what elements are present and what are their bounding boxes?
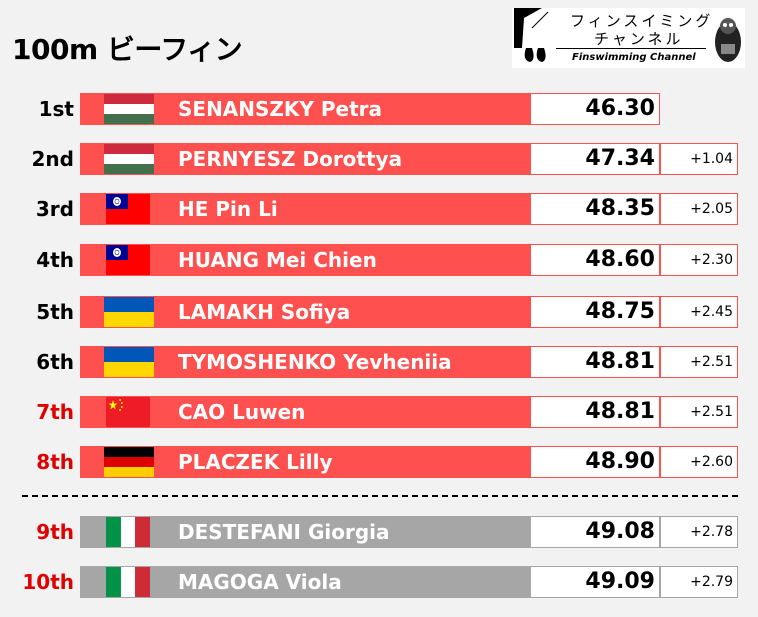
germany-flag-icon: [104, 447, 154, 477]
time-gap: +2.79: [660, 566, 738, 598]
finish-time: 48.35: [530, 193, 660, 225]
ukraine-flag-icon: [104, 297, 154, 327]
logo-subtitle: Finswimming Channel: [572, 52, 696, 63]
athlete-bar: CAO Luwen: [80, 396, 530, 428]
finish-time: 48.60: [530, 244, 660, 276]
finish-time: 48.75: [530, 296, 660, 328]
athlete-bar: LAMAKH Sofiya: [80, 296, 530, 328]
result-row: 6th TYMOSHENKO Yevheniia 48.81 +2.51: [0, 346, 758, 378]
athlete-name: HUANG Mei Chien: [178, 248, 377, 272]
logo-line-2: チャンネル: [594, 30, 684, 48]
athlete-bar: MAGOGA Viola: [80, 566, 530, 598]
rank-label: 1st: [38, 97, 74, 121]
logo-divider: [556, 48, 706, 49]
athlete-bar: PLACZEK Lilly: [80, 446, 530, 478]
logo-line-1: フィンスイミング: [570, 12, 714, 30]
athlete-name: MAGOGA Viola: [178, 570, 342, 594]
athlete-name: PERNYESZ Dorottya: [178, 147, 403, 171]
mascot-figure-icon: [715, 18, 741, 62]
finish-time: 48.90: [530, 446, 660, 478]
finish-time: 48.81: [530, 346, 660, 378]
result-row: 5th LAMAKH Sofiya 48.75 +2.45: [0, 296, 758, 328]
athlete-bar: PERNYESZ Dorottya: [80, 143, 530, 175]
athlete-bar: HUANG Mei Chien: [80, 244, 530, 276]
athlete-name: SENANSZKY Petra: [178, 97, 383, 121]
time-gap: +2.30: [660, 244, 738, 276]
finish-time: 47.34: [530, 143, 660, 175]
swimmer-figure-icon: [514, 8, 549, 62]
result-row: 4th HUANG Mei Chien 48.60 +2.30: [0, 244, 758, 276]
italy-flag-icon: [106, 517, 150, 547]
taiwan-flag-icon: [106, 194, 150, 224]
athlete-bar: TYMOSHENKO Yevheniia: [80, 346, 530, 378]
hungary-flag-icon: [104, 94, 154, 124]
time-gap: +2.51: [660, 396, 738, 428]
time-gap: +2.78: [660, 516, 738, 548]
result-row: 7th CAO Luwen 48.81 +2.51: [0, 396, 758, 428]
time-gap: +2.51: [660, 346, 738, 378]
athlete-name: PLACZEK Lilly: [178, 450, 333, 474]
result-row: 10th MAGOGA Viola 49.09 +2.79: [0, 566, 758, 598]
time-gap: +1.04: [660, 143, 738, 175]
taiwan-flag-icon: [106, 245, 150, 275]
athlete-name: LAMAKH Sofiya: [178, 300, 351, 324]
hungary-flag-icon: [104, 144, 154, 174]
finish-time: 48.81: [530, 396, 660, 428]
finish-time: 49.09: [530, 566, 660, 598]
finish-time: 46.30: [530, 93, 660, 125]
athlete-name: TYMOSHENKO Yevheniia: [178, 350, 452, 374]
result-row: 8th PLACZEK Lilly 48.90 +2.60: [0, 446, 758, 478]
ukraine-flag-icon: [104, 347, 154, 377]
rank-label: 8th: [36, 450, 74, 474]
time-gap: +2.60: [660, 446, 738, 478]
athlete-name: CAO Luwen: [178, 400, 306, 424]
qualification-divider: [22, 495, 738, 497]
time-gap: +2.05: [660, 193, 738, 225]
channel-logo: フィンスイミング チャンネル Finswimming Channel: [512, 8, 745, 68]
athlete-bar: DESTEFANI Giorgia: [80, 516, 530, 548]
rank-label: 4th: [36, 248, 74, 272]
rank-label: 6th: [36, 350, 74, 374]
rank-label: 10th: [22, 570, 74, 594]
athlete-name: DESTEFANI Giorgia: [178, 520, 390, 544]
result-row: 2nd PERNYESZ Dorottya 47.34 +1.04: [0, 143, 758, 175]
athlete-name: HE Pin Li: [178, 197, 278, 221]
result-row: 9th DESTEFANI Giorgia 49.08 +2.78: [0, 516, 758, 548]
rank-label: 5th: [36, 300, 74, 324]
athlete-bar: HE Pin Li: [80, 193, 530, 225]
athlete-bar: SENANSZKY Petra: [80, 93, 530, 125]
rank-label: 9th: [36, 520, 74, 544]
result-row: 1st SENANSZKY Petra 46.30: [0, 93, 758, 125]
rank-label: 2nd: [31, 147, 74, 171]
rank-label: 3rd: [35, 197, 74, 221]
page-title: 100m ビーフィン: [12, 33, 243, 66]
time-gap: +2.45: [660, 296, 738, 328]
china-flag-icon: [106, 397, 150, 427]
finish-time: 49.08: [530, 516, 660, 548]
italy-flag-icon: [106, 567, 150, 597]
rank-label: 7th: [36, 400, 74, 424]
result-row: 3rd HE Pin Li 48.35 +2.05: [0, 193, 758, 225]
